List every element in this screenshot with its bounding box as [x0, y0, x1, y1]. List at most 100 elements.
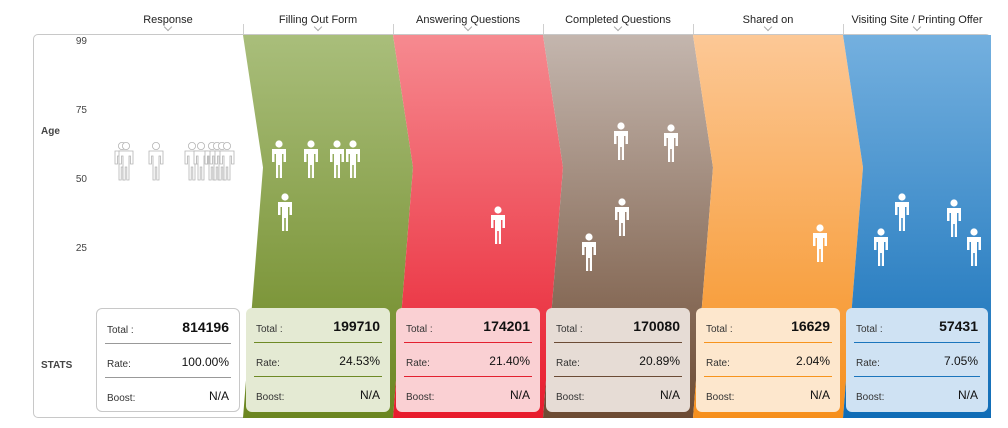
stat-label-rate: Rate:	[256, 358, 280, 369]
stat-divider	[554, 342, 682, 343]
stat-value-total: 170080	[633, 318, 680, 334]
person-outline-icon	[118, 141, 134, 181]
stat-label-rate: Rate:	[406, 358, 430, 369]
stat-row-rate: Rate: 2.04%	[704, 344, 832, 377]
stat-row-total: Total : 174201	[404, 310, 532, 343]
stat-label-total: Total :	[406, 324, 433, 335]
header-divider	[543, 24, 544, 34]
header-divider	[393, 24, 394, 34]
stats-box-4: Total : 170080 Rate: 20.89% Boost: N/A	[546, 308, 690, 412]
stat-label-boost: Boost:	[856, 392, 885, 403]
stat-row-boost: Boost: N/A	[854, 378, 980, 411]
person-icon	[874, 228, 888, 266]
stat-label-boost: Boost:	[107, 393, 136, 404]
stats-box-3: Total : 174201 Rate: 21.40% Boost: N/A	[396, 308, 540, 412]
y-tick-50: 50	[75, 174, 87, 185]
stat-value-total: 57431	[939, 318, 978, 334]
stat-divider	[254, 376, 382, 377]
stat-row-rate: Rate: 20.89%	[554, 344, 682, 377]
stat-divider	[404, 342, 532, 343]
stat-row-boost: Boost: N/A	[704, 378, 832, 411]
person-icon	[272, 140, 286, 178]
person-outline-icon	[148, 141, 164, 181]
stat-divider	[254, 342, 382, 343]
stat-value-rate: 7.05%	[943, 354, 978, 368]
stat-label-total: Total :	[556, 324, 583, 335]
stat-divider	[105, 343, 231, 344]
stat-row-rate: Rate: 100.00%	[105, 345, 231, 378]
stat-label-rate: Rate:	[856, 358, 880, 369]
stage-header-4: Completed Questions	[543, 0, 693, 34]
stage-title: Filling Out Form	[278, 14, 358, 26]
person-icon	[330, 140, 344, 178]
stat-label-total: Total :	[856, 324, 883, 335]
stat-value-boost: N/A	[957, 388, 978, 402]
label-column: 99 75 50 25 Age STATS	[33, 34, 93, 418]
stat-divider	[105, 377, 231, 378]
stat-label-boost: Boost:	[706, 392, 735, 403]
header-divider	[843, 24, 844, 34]
stat-row-boost: Boost: N/A	[404, 378, 532, 411]
person-icon	[967, 228, 981, 266]
stat-divider	[404, 376, 532, 377]
stat-divider	[704, 342, 832, 343]
header-divider	[243, 24, 244, 34]
stage-title: Answering Questions	[416, 14, 520, 26]
person-icon	[664, 124, 678, 162]
stat-value-total: 174201	[483, 318, 530, 334]
stat-divider	[554, 376, 682, 377]
person-icon	[278, 193, 292, 231]
stage-header-6: Visiting Site / Printing Offer	[843, 0, 991, 34]
stat-value-rate: 100.00%	[181, 355, 229, 369]
person-icon	[895, 193, 909, 231]
stat-value-boost: N/A	[809, 388, 830, 402]
stat-row-total: Total : 199710	[254, 310, 382, 343]
stage-title: Visiting Site / Printing Offer	[851, 14, 983, 26]
stat-value-total: 16629	[791, 318, 830, 334]
stat-label-rate: Rate:	[107, 359, 131, 370]
stat-value-total: 199710	[333, 318, 380, 334]
stat-divider	[704, 376, 832, 377]
person-icon	[614, 122, 628, 160]
person-icon	[615, 198, 629, 236]
person-icon	[582, 233, 596, 271]
stat-row-total: Total : 170080	[554, 310, 682, 343]
stat-value-boost: N/A	[509, 388, 530, 402]
stage-headers: Response Filling Out Form Answering Questi…	[0, 0, 1008, 34]
stat-value-boost: N/A	[359, 388, 380, 402]
stat-divider	[854, 376, 980, 377]
stage-header-3: Answering Questions	[393, 0, 543, 34]
stat-value-total: 814196	[182, 319, 229, 335]
stat-value-rate: 21.40%	[489, 354, 530, 368]
stats-label: STATS	[41, 360, 73, 371]
stat-label-rate: Rate:	[706, 358, 730, 369]
person-icon	[813, 224, 827, 262]
stage-header-1: Response	[93, 0, 243, 34]
stat-row-boost: Boost: N/A	[254, 378, 382, 411]
stat-label-total: Total :	[107, 325, 134, 336]
person-icon	[491, 206, 505, 244]
stat-label-rate: Rate:	[556, 358, 580, 369]
stats-box-6: Total : 57431 Rate: 7.05% Boost: N/A	[846, 308, 988, 412]
stats-box-1: Total : 814196 Rate: 100.00% Boost: N/A	[96, 308, 240, 412]
stats-box-5: Total : 16629 Rate: 2.04% Boost: N/A	[696, 308, 840, 412]
stat-row-boost: Boost: N/A	[554, 378, 682, 411]
stage-title: Completed Questions	[565, 14, 671, 26]
stat-label-boost: Boost:	[406, 392, 435, 403]
header-divider	[693, 24, 694, 34]
stat-value-rate: 24.53%	[339, 354, 380, 368]
stat-row-boost: Boost: N/A	[105, 379, 231, 412]
stage-title: Response	[143, 14, 193, 26]
person-icon	[304, 140, 318, 178]
stat-value-rate: 2.04%	[795, 354, 830, 368]
stat-value-boost: N/A	[659, 388, 680, 402]
age-label: Age	[41, 126, 60, 137]
stat-row-total: Total : 16629	[704, 310, 832, 343]
stat-divider	[854, 342, 980, 343]
stat-row-rate: Rate: 21.40%	[404, 344, 532, 377]
stat-row-total: Total : 814196	[105, 311, 231, 344]
stage-header-2: Filling Out Form	[243, 0, 393, 34]
stat-row-rate: Rate: 7.05%	[854, 344, 980, 377]
stat-label-total: Total :	[256, 324, 283, 335]
stage-title: Shared on	[742, 14, 794, 26]
